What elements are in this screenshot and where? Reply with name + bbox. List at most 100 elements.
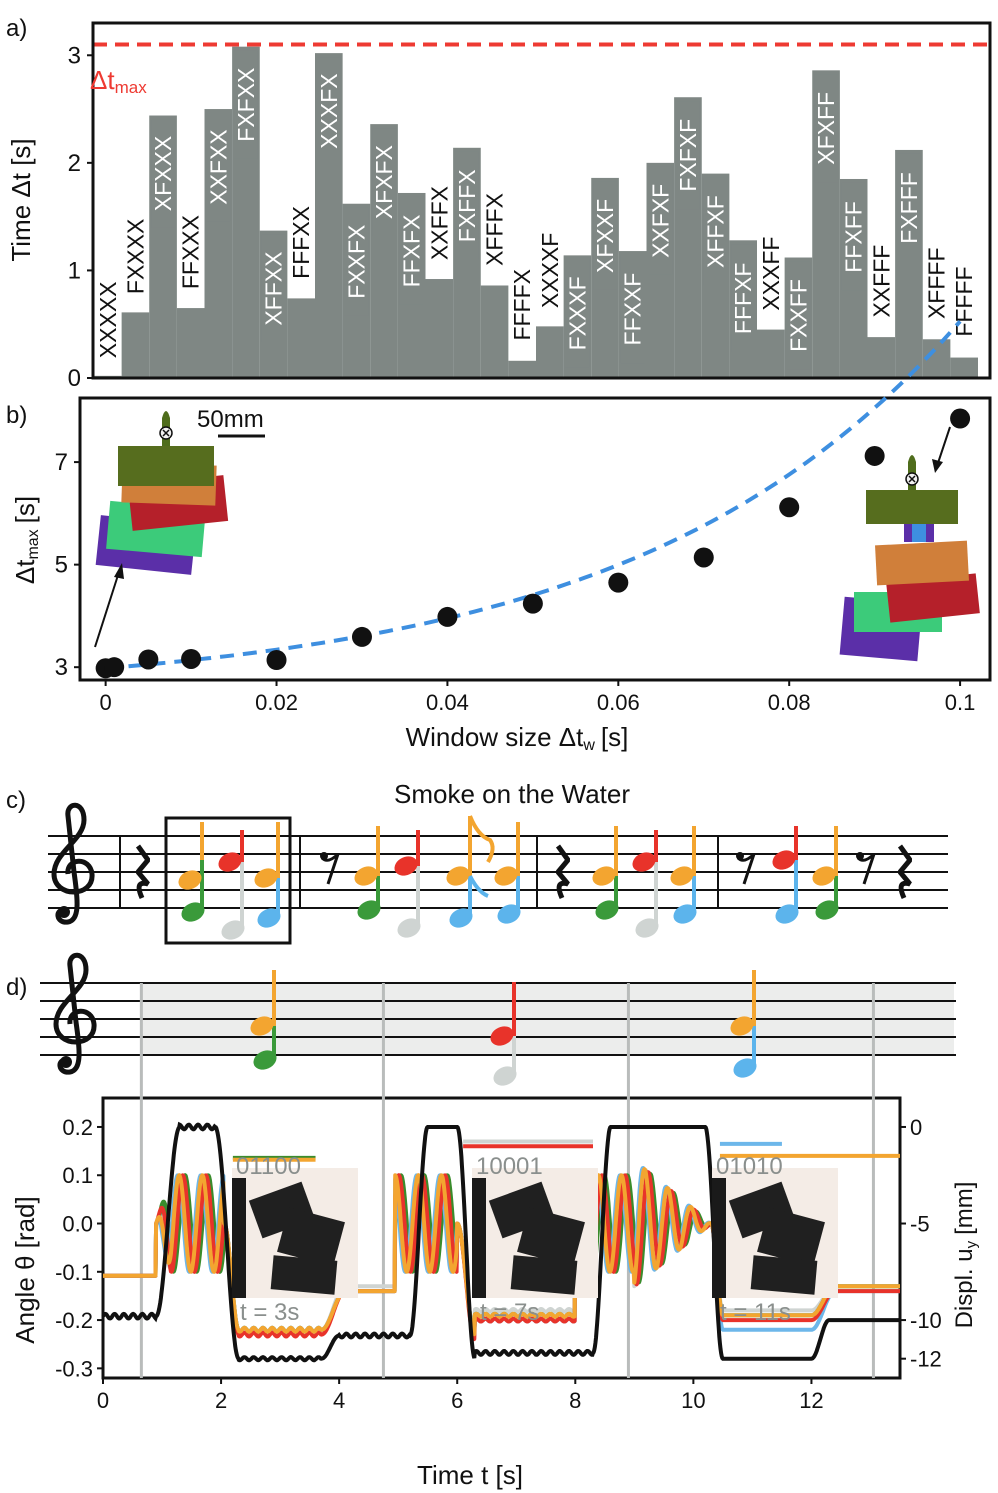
bar-label-bg bbox=[206, 113, 231, 222]
note-head bbox=[250, 1016, 274, 1036]
bar-label: XFXXX bbox=[150, 136, 176, 211]
xtick-label: 8 bbox=[569, 1388, 581, 1413]
note-head bbox=[181, 902, 205, 922]
note-head bbox=[446, 866, 470, 886]
note-head bbox=[592, 866, 616, 886]
bar-label: XXXFX bbox=[316, 73, 342, 148]
bar-label: XXXXX bbox=[95, 281, 121, 358]
bar-label: FXXFX bbox=[343, 225, 369, 299]
bar-label-bg bbox=[593, 181, 618, 290]
bar-label-bg bbox=[344, 207, 369, 316]
bar-label: FFXXX bbox=[178, 215, 204, 289]
bar-label: XXFFX bbox=[426, 186, 452, 260]
bar-label: FFXFX bbox=[399, 215, 425, 288]
bar-label: FFFXF bbox=[730, 263, 756, 335]
ytick-right-label: -12 bbox=[910, 1347, 942, 1372]
bar-label-bg bbox=[372, 128, 397, 237]
note-head bbox=[449, 908, 473, 928]
xtick-label: 4 bbox=[333, 1388, 345, 1413]
bar-label: XFXFF bbox=[813, 92, 839, 165]
bar-label: XXFXX bbox=[205, 129, 231, 204]
panel-b-scatter: 0 0.02 0.04 0.06 0.08 0.1 3 5 7 bbox=[55, 319, 975, 715]
bar-label: XFFXF bbox=[703, 195, 729, 268]
bar-label-bg bbox=[427, 169, 452, 278]
bar-label: FXXXX bbox=[122, 219, 148, 294]
xtick-label: 0 bbox=[97, 1388, 109, 1413]
xtick-label: 12 bbox=[799, 1388, 823, 1413]
ytick-label: 1 bbox=[68, 257, 81, 284]
note-head bbox=[635, 918, 659, 938]
ytick-label: 0 bbox=[68, 365, 81, 392]
bar-label-bg bbox=[289, 188, 314, 297]
treble-clef-dot bbox=[60, 1056, 72, 1068]
inset-code: 01100 bbox=[236, 1153, 301, 1180]
ytick-label: 5 bbox=[55, 552, 68, 579]
bar-label: XXFFF bbox=[868, 245, 894, 318]
bar-XFFFX bbox=[480, 285, 509, 378]
bar-label-bg bbox=[233, 50, 258, 159]
note-head bbox=[257, 908, 281, 928]
highlight-box bbox=[164, 816, 292, 945]
scale-bar-label: 50mm bbox=[197, 406, 264, 433]
panel-b-ylabel: Δtmax [s] bbox=[10, 496, 42, 584]
bar-label: XXXFF bbox=[758, 237, 784, 311]
note-head bbox=[490, 1026, 514, 1046]
ytick-label: -0.1 bbox=[55, 1260, 93, 1285]
panel-b-xlabel-sub: w bbox=[582, 737, 595, 754]
data-point bbox=[181, 648, 202, 669]
panel-a-frame bbox=[91, 21, 992, 380]
bar-label: FFFXX bbox=[288, 206, 314, 279]
bar-label-bg bbox=[95, 265, 120, 374]
inset-photo-strip bbox=[472, 1178, 486, 1298]
note-head bbox=[253, 1050, 277, 1070]
inset-code: 01010 bbox=[716, 1153, 783, 1180]
data-point bbox=[437, 606, 458, 627]
bar-label: FXXXF bbox=[564, 276, 590, 350]
bar-XXXFF bbox=[757, 329, 785, 378]
bar-label: FFXXF bbox=[620, 273, 646, 346]
bar-XXXXF bbox=[536, 326, 564, 378]
mechanism-illustration-right bbox=[839, 455, 980, 662]
bar-label: FXFXX bbox=[233, 68, 259, 142]
ytick-label: 0.0 bbox=[62, 1212, 93, 1237]
bar-label-bg bbox=[316, 57, 341, 166]
svg-text:Displ. uy[mm]: Displ. uy [mm] bbox=[951, 1182, 980, 1329]
xtick-label: 0.08 bbox=[768, 690, 811, 715]
panel-b-ylabel-main: Δt bbox=[10, 559, 40, 584]
panel-d-ylabel-right: Displ. uy [mm] bbox=[951, 1182, 980, 1329]
eighth-rest-dot bbox=[856, 852, 864, 860]
bar-label-bg bbox=[482, 175, 507, 284]
bar-XXFFF bbox=[867, 337, 896, 378]
data-point bbox=[864, 445, 885, 466]
inset-photo-strip bbox=[712, 1178, 726, 1298]
bar-label-bg bbox=[841, 182, 866, 291]
xtick-label: 0 bbox=[100, 690, 112, 715]
mechanism-illustration-left bbox=[95, 411, 229, 575]
music-staff-c bbox=[48, 802, 948, 945]
xtick-label: 6 bbox=[451, 1388, 463, 1413]
inset-block bbox=[757, 1207, 825, 1267]
xtick-label: 0.04 bbox=[426, 690, 469, 715]
note-head bbox=[815, 900, 839, 920]
note-head bbox=[497, 904, 521, 924]
bar-label-bg bbox=[510, 250, 535, 359]
note-head bbox=[494, 866, 518, 886]
panel-d-ylabel-right-main: Displ. u bbox=[951, 1248, 978, 1328]
note-head bbox=[397, 918, 421, 938]
quarter-rest-icon bbox=[135, 844, 151, 900]
ytick-label: 0.1 bbox=[62, 1163, 93, 1188]
ytick-label: 2 bbox=[68, 150, 81, 177]
note-head bbox=[493, 1066, 517, 1086]
bar-label: XFXXF bbox=[592, 199, 618, 273]
note-head bbox=[218, 852, 242, 872]
bar-FFFFF bbox=[950, 357, 978, 378]
inset-photo-strip bbox=[232, 1178, 246, 1298]
svg-text:Window size Δtw[s]: Window size Δtw [s] bbox=[406, 722, 629, 754]
svg-text:Δtmax: Δtmax bbox=[90, 65, 147, 97]
bar-label-bg bbox=[123, 202, 148, 311]
inset-block bbox=[277, 1207, 345, 1267]
series-displacement bbox=[101, 1121, 900, 1363]
song-title: Smoke on the Water bbox=[394, 779, 630, 809]
bar-FFXXX bbox=[176, 308, 205, 378]
